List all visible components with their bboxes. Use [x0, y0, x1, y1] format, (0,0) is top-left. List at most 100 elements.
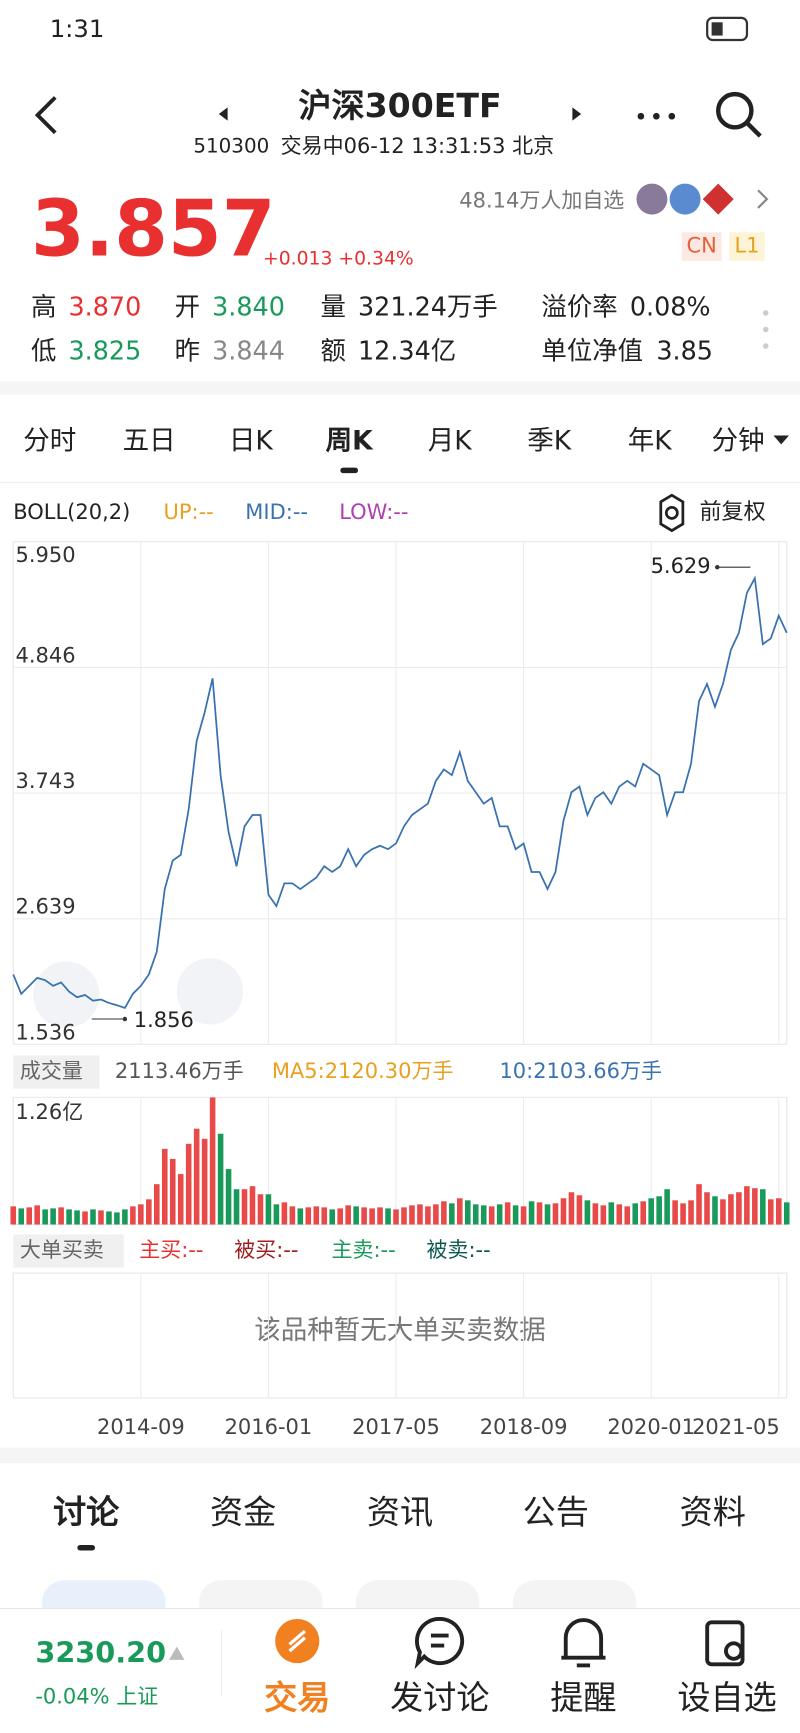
scroll-button[interactable] [33, 961, 100, 1028]
volume-bar [98, 1210, 104, 1225]
action-label[interactable]: 发讨论 [390, 1678, 489, 1717]
volume-bar [752, 1188, 758, 1225]
search-button[interactable] [716, 91, 762, 138]
volume-bar [536, 1202, 543, 1225]
volume-bar [201, 1138, 208, 1225]
volume-bar [42, 1209, 48, 1225]
action-label[interactable]: 交易 [264, 1678, 330, 1717]
watch-icon[interactable] [705, 1620, 745, 1667]
volume-bar [696, 1184, 702, 1225]
content-tab[interactable]: 讨论 [53, 1493, 120, 1532]
action-label[interactable]: 设自选 [677, 1678, 776, 1717]
max-label: 5.629 [651, 554, 711, 578]
volume-bar [177, 1174, 184, 1225]
status-time: 1:31 [50, 14, 105, 43]
watchers-arrow[interactable] [757, 189, 769, 209]
back-button[interactable] [34, 96, 57, 135]
tab-underline [77, 1544, 96, 1551]
volume-bar [560, 1198, 567, 1225]
volume-bar [664, 1189, 670, 1225]
period-tab[interactable]: 年K [628, 426, 673, 457]
content-tab[interactable]: 资金 [210, 1493, 276, 1532]
period-tab[interactable]: 月K [428, 426, 473, 457]
separator [0, 481, 800, 484]
next-button[interactable] [572, 107, 582, 121]
indicator-low: LOW:-- [339, 500, 408, 524]
settings-icon[interactable] [659, 493, 685, 533]
x-tick-label: 2020-01 [607, 1415, 695, 1439]
indicator-up: UP:-- [164, 500, 214, 524]
period-tab[interactable]: 分时 [23, 426, 76, 457]
volume-bar [154, 1184, 160, 1225]
stat-label: 高 [31, 291, 56, 321]
y-tick-label: 5.950 [15, 543, 75, 567]
volume-bar [425, 1206, 431, 1225]
code: 510300 [193, 135, 269, 158]
fullscreen-button[interactable] [176, 958, 244, 1025]
volume-bar [576, 1195, 583, 1225]
volume-bar [704, 1192, 710, 1225]
volume-bar [225, 1169, 232, 1225]
index-arrow[interactable] [169, 1646, 185, 1660]
volume-bar [66, 1209, 72, 1225]
period-tab[interactable]: 周K [326, 426, 375, 457]
stat-label: 单位净值 [541, 336, 643, 366]
period-tab[interactable]: 分钟 [712, 426, 765, 457]
trade-icon[interactable] [275, 1618, 320, 1664]
volume-bar [783, 1202, 790, 1225]
volume-ma5: MA5:2120.30万手 [272, 1059, 454, 1083]
volume-bar [313, 1206, 320, 1225]
volume-bar [58, 1207, 64, 1225]
volume-bar [648, 1198, 654, 1225]
prev-button[interactable] [218, 107, 228, 121]
badge: L1 [734, 234, 759, 258]
stat-value: 3.870 [69, 291, 142, 321]
stat-label: 溢价率 [541, 291, 617, 321]
discuss-icon[interactable] [414, 1617, 465, 1670]
y-tick-label: 4.846 [15, 643, 75, 667]
bottom-bar [0, 1607, 800, 1733]
period-tab[interactable]: 季K [527, 426, 572, 457]
volume-bar [34, 1205, 40, 1225]
dropdown-arrow[interactable] [773, 435, 789, 445]
volume-bar [584, 1200, 591, 1225]
content-tab[interactable]: 资讯 [367, 1493, 433, 1532]
price-line [12, 575, 788, 1010]
volume-bar [10, 1206, 17, 1225]
volume-bar [233, 1189, 240, 1225]
volume-bar [504, 1202, 511, 1225]
volume-bar [775, 1198, 782, 1225]
content-tab[interactable]: 资料 [680, 1493, 746, 1532]
adjust[interactable]: 前复权 [699, 499, 765, 525]
more-button[interactable] [637, 112, 676, 120]
volume-bar [608, 1202, 615, 1225]
indicator-name: BOLL(20,2) [13, 500, 130, 524]
period-tab[interactable]: 五日 [123, 426, 176, 457]
volume-bar [680, 1203, 686, 1225]
stats-dots [762, 310, 769, 349]
volume-bar [449, 1203, 455, 1225]
action-label[interactable]: 提醒 [550, 1678, 616, 1717]
alert-icon[interactable] [561, 1618, 606, 1668]
volume-bar [488, 1206, 495, 1225]
volume-bar [18, 1208, 25, 1225]
volume-bar [74, 1210, 80, 1225]
watchers: 48.14万人加自选 [459, 188, 624, 212]
volume-bar [273, 1204, 280, 1225]
volume-bar [528, 1201, 535, 1225]
content-tab[interactable]: 公告 [523, 1493, 589, 1532]
volume-bar [161, 1148, 168, 1225]
volume-title-bg [13, 1055, 100, 1089]
volume-bar [305, 1207, 312, 1225]
volume-bar [369, 1208, 375, 1225]
volume-bar [377, 1207, 383, 1225]
period-tab[interactable]: 日K [229, 426, 273, 457]
order-item: 主买:-- [139, 1238, 203, 1262]
volume-bar [712, 1196, 718, 1225]
volume-bar [592, 1203, 599, 1225]
stat-value: 12.34亿 [358, 336, 456, 366]
y-tick-label: 3.743 [15, 769, 75, 793]
